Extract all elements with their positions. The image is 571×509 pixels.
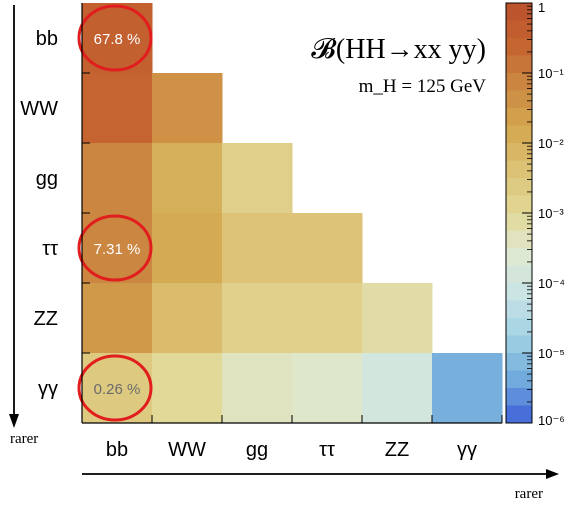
colorbar-segment xyxy=(506,3,532,21)
colorbar-tick-label: 10⁻¹ xyxy=(538,66,564,81)
colorbar-segment xyxy=(506,160,532,179)
heatmap-cell xyxy=(82,73,153,144)
colorbar-segment xyxy=(506,195,532,214)
colorbar-segment xyxy=(506,20,532,39)
heatmap-cell xyxy=(82,283,153,354)
colorbar-segment xyxy=(506,108,532,126)
colorbar-tick-label: 10⁻³ xyxy=(538,206,564,221)
axes-layer: bb WW gg ττ ZZ γγ bb WW gg ττ ZZ γγ xyxy=(9,3,559,479)
labels-layer: 67.8 % 7.31 % 0.26 % xyxy=(94,31,141,398)
colorbar-segment xyxy=(506,90,532,109)
x-tick-label: gg xyxy=(246,439,268,461)
highlight-circles-layer xyxy=(77,4,153,422)
heatmap-cell xyxy=(152,143,223,214)
colorbar: 1 10⁻¹ 10⁻² 10⁻³ 10⁻⁴ 10⁻⁵ 10⁻⁶ xyxy=(505,0,565,428)
highlight-circle xyxy=(77,4,153,72)
heatmap-cell xyxy=(152,213,223,284)
x-rarer-arrowhead xyxy=(546,469,559,479)
colorbar-tick-label: 10⁻⁶ xyxy=(538,413,565,428)
heatmap-cell xyxy=(152,73,223,144)
y-rarer-arrowhead xyxy=(9,414,19,428)
colorbar-segment xyxy=(506,405,532,424)
cell-value-label: 7.31 % xyxy=(94,241,141,258)
x-tick-label: γγ xyxy=(457,439,477,461)
heatmap-cell xyxy=(222,353,293,424)
cells-layer xyxy=(82,3,503,424)
heatmap-cell xyxy=(292,353,363,424)
colorbar-tick-label: 10⁻⁵ xyxy=(538,346,565,361)
colorbar-tick-label: 10⁻² xyxy=(538,136,564,151)
y-tick-label: γγ xyxy=(38,378,58,400)
colorbar-segment xyxy=(506,230,532,249)
y-tick-label: ττ xyxy=(42,238,58,260)
heatmap-cell xyxy=(222,283,293,354)
heatmap-cell xyxy=(222,143,293,214)
heatmap-cell xyxy=(292,283,363,354)
cell-value-label: 67.8 % xyxy=(94,31,141,48)
cell-value-label: 0.26 % xyxy=(94,381,141,398)
heatmap-cell xyxy=(82,143,153,214)
colorbar-segment xyxy=(506,388,532,406)
colorbar-segment xyxy=(506,283,532,301)
colorbar-segment xyxy=(506,265,532,284)
colorbar-segment xyxy=(506,38,532,56)
colorbar-segment xyxy=(506,353,532,371)
colorbar-segment xyxy=(506,318,532,336)
colorbar-segment xyxy=(506,335,532,354)
colorbar-segment xyxy=(506,213,532,231)
chart-title: 𝓑(HH→xx yy) xyxy=(311,34,486,65)
colorbar-segment xyxy=(506,178,532,196)
y-tick-label: bb xyxy=(36,28,58,50)
x-tick-label: bb xyxy=(106,439,128,461)
heatmap-cell xyxy=(432,353,503,424)
colorbar-segment xyxy=(506,143,532,161)
x-tick-label: ττ xyxy=(319,439,335,461)
colorbar-segment xyxy=(506,300,532,319)
colorbar-segment xyxy=(506,125,532,144)
colorbar-segment xyxy=(506,73,532,91)
heatmap-cell xyxy=(362,283,433,354)
colorbar-segment xyxy=(506,248,532,266)
chart-subtitle: m_H = 125 GeV xyxy=(359,76,487,97)
colorbar-segment xyxy=(506,55,532,74)
heatmap-cell xyxy=(222,213,293,284)
y-axis-label: rarer xyxy=(10,431,38,447)
heatmap-cell xyxy=(152,353,223,424)
x-tick-label: ZZ xyxy=(385,439,409,461)
heatmap-cell xyxy=(362,353,433,424)
colorbar-segment xyxy=(506,370,532,389)
y-tick-label: ZZ xyxy=(34,308,58,330)
colorbar-tick-label: 10⁻⁴ xyxy=(538,276,565,291)
y-tick-label: WW xyxy=(20,98,58,120)
x-tick-label: WW xyxy=(168,439,206,461)
highlight-circle xyxy=(77,354,153,422)
heatmap-cell xyxy=(292,213,363,284)
y-tick-label: gg xyxy=(36,168,58,190)
highlight-circle xyxy=(77,214,153,282)
x-axis-label: rarer xyxy=(515,486,543,502)
colorbar-tick-label: 1 xyxy=(538,0,545,15)
heatmap-cell xyxy=(152,283,223,354)
